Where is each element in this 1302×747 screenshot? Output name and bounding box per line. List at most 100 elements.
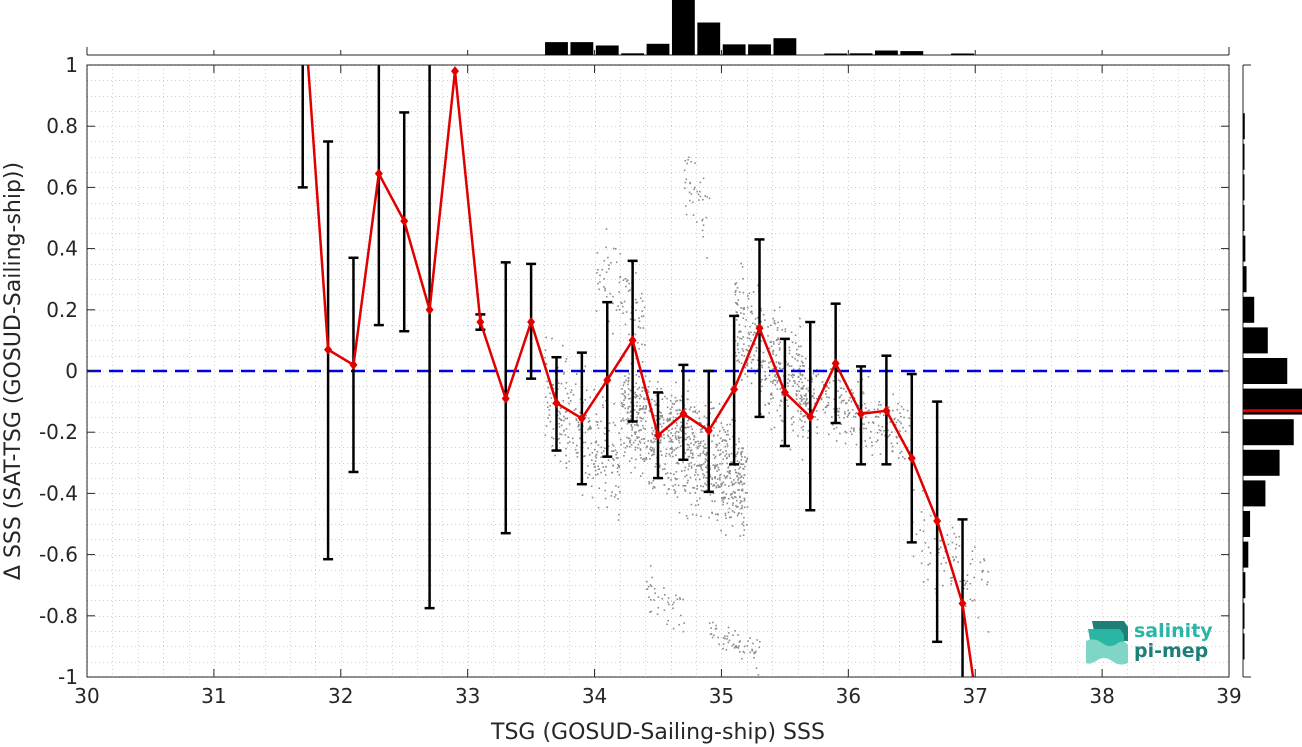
scatter-point — [594, 460, 597, 462]
x-tick-label: 39 — [1216, 684, 1241, 708]
scatter-point — [734, 492, 736, 494]
scatter-point — [710, 627, 712, 629]
scatter-point — [725, 440, 728, 442]
scatter-point — [768, 412, 770, 414]
scatter-point — [634, 391, 637, 394]
scatter-point — [660, 436, 663, 438]
scatter-point — [604, 447, 606, 450]
scatter-point — [648, 481, 650, 483]
scatter-point — [669, 418, 671, 421]
scatter-point — [883, 430, 885, 432]
scatter-point — [761, 385, 763, 388]
scatter-point — [959, 580, 961, 583]
scatter-point — [764, 375, 766, 377]
mean-marker — [780, 387, 789, 398]
scatter-point — [702, 177, 705, 180]
scatter-point — [781, 394, 783, 396]
scatter-point — [611, 471, 613, 474]
scatter-point — [742, 524, 745, 527]
scatter-point — [697, 447, 699, 450]
scatter-point — [670, 394, 673, 397]
scatter-point — [587, 465, 589, 467]
scatter-point — [706, 477, 709, 480]
scatter-point — [807, 379, 809, 382]
scatter-point — [652, 447, 654, 449]
mean-marker — [577, 413, 586, 424]
scatter-point — [950, 580, 953, 582]
scatter-point — [711, 500, 713, 502]
scatter-point — [784, 328, 787, 330]
scatter-point — [568, 460, 570, 463]
scatter-point — [937, 551, 940, 554]
scatter-point — [716, 478, 719, 480]
scatter-point — [738, 361, 741, 363]
scatter-point — [688, 436, 690, 438]
scatter-point — [712, 464, 715, 466]
scatter-point — [725, 453, 728, 455]
scatter-point — [702, 450, 705, 452]
scatter-point — [643, 397, 645, 400]
scatter-point — [672, 485, 674, 487]
right-hist-bar — [1243, 357, 1288, 385]
scatter-point — [693, 435, 695, 437]
scatter-point — [743, 529, 746, 531]
scatter-point — [883, 414, 885, 416]
scatter-point — [894, 424, 897, 426]
scatter-point — [636, 437, 639, 439]
top-hist-bar — [570, 42, 594, 55]
mean-marker — [527, 317, 536, 328]
right-hist-bar — [1243, 113, 1245, 140]
x-tick-label: 34 — [582, 684, 607, 708]
scatter-point — [697, 454, 699, 457]
scatter-point — [658, 442, 661, 444]
scatter-point — [755, 650, 757, 653]
scatter-point — [667, 419, 669, 421]
scatter-point — [688, 426, 690, 428]
scatter-point — [612, 332, 614, 335]
scatter-point — [734, 645, 737, 648]
scatter-point — [732, 634, 734, 636]
scatter-point — [897, 402, 899, 405]
scatter-point — [740, 312, 742, 314]
scatter-point — [722, 439, 724, 441]
scatter-point — [787, 382, 789, 384]
scatter-point — [740, 459, 743, 461]
scatter-point — [667, 597, 670, 599]
scatter-point — [740, 362, 743, 365]
scatter-point — [690, 452, 692, 455]
scatter-point — [825, 385, 828, 388]
scatter-point — [853, 430, 855, 432]
scatter-point — [597, 269, 599, 271]
scatter-point — [712, 407, 714, 410]
scatter-point — [708, 197, 711, 200]
scatter-point — [776, 327, 779, 329]
scatter-point — [676, 461, 679, 464]
scatter-point — [725, 433, 728, 436]
scatter-point — [697, 193, 700, 196]
scatter-point — [572, 437, 574, 440]
mean-marker — [933, 515, 942, 526]
scatter-point — [695, 221, 698, 223]
scatter-point — [797, 375, 800, 378]
scatter-point — [805, 398, 808, 400]
scatter-point — [836, 410, 839, 412]
scatter-point — [677, 431, 680, 433]
scatter-point — [803, 398, 805, 400]
scatter-point — [641, 390, 644, 392]
scatter-point — [699, 454, 701, 457]
scatter-point — [674, 400, 677, 403]
scatter-point — [678, 623, 680, 626]
scatter-point — [786, 364, 789, 366]
scatter-point — [693, 444, 695, 446]
scatter-point — [595, 453, 598, 456]
scatter-point — [802, 362, 804, 364]
scatter-point — [987, 581, 989, 583]
scatter-point — [800, 420, 803, 422]
scatter-point — [752, 334, 755, 336]
scatter-point — [712, 454, 715, 456]
scatter-point — [616, 470, 619, 473]
scatter-point — [779, 362, 782, 365]
scatter-point — [581, 494, 584, 497]
scatter-point — [727, 466, 730, 468]
scatter-point — [699, 444, 701, 447]
